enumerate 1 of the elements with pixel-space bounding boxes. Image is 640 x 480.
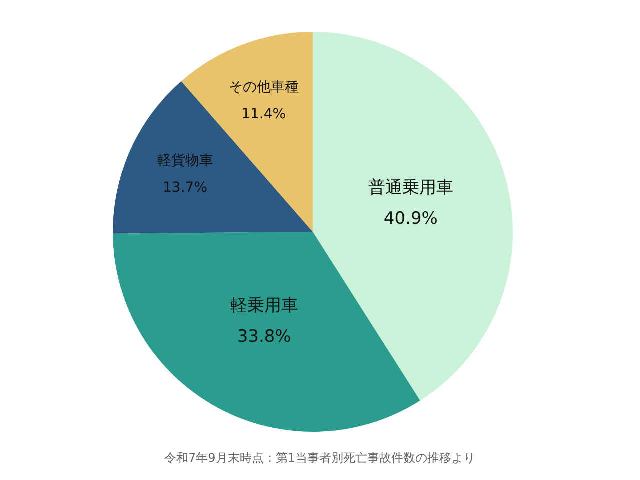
text: 令和7年9月末時点：第1当事者別死亡事故件数の推移より <box>164 451 476 465</box>
